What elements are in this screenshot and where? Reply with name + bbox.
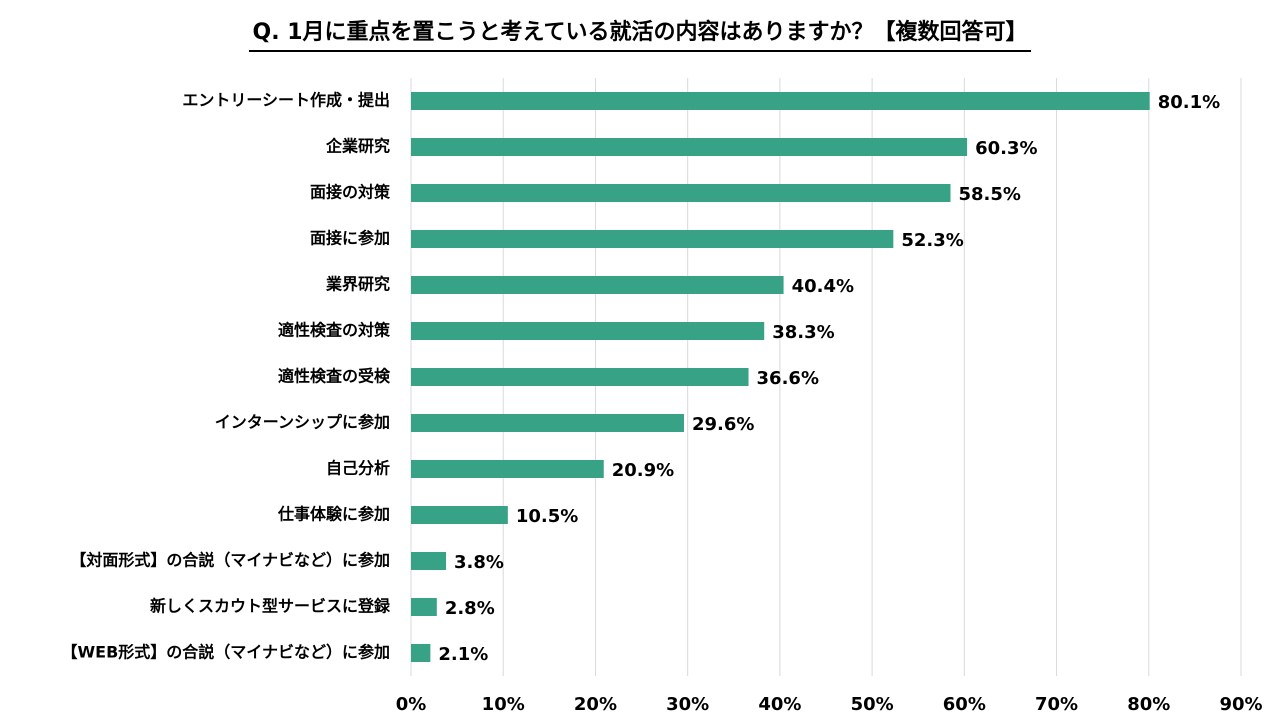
value-label-9: 10.5% xyxy=(516,506,578,527)
category-label-9: 仕事体験に参加 xyxy=(277,505,390,524)
category-label-5: 適性検査の対策 xyxy=(278,321,391,340)
value-label-5: 38.3% xyxy=(772,322,834,343)
x-tick-label-30: 30% xyxy=(666,694,709,715)
category-label-12: 【WEB形式】の合説（マイナビなど）に参加 xyxy=(62,643,390,662)
category-label-7: インターンシップに参加 xyxy=(215,413,390,432)
bar-0 xyxy=(411,92,1150,110)
bar-10 xyxy=(411,552,447,570)
x-tick-label-70: 70% xyxy=(1035,694,1078,715)
value-label-3: 52.3% xyxy=(901,230,963,251)
bar-2 xyxy=(411,184,951,202)
x-tick-label-90: 90% xyxy=(1219,694,1262,715)
category-label-0: エントリーシート作成・提出 xyxy=(182,91,390,110)
x-tick-label-20: 20% xyxy=(574,694,617,715)
x-tick-label-40: 40% xyxy=(758,694,801,715)
category-label-6: 適性検査の受検 xyxy=(278,367,391,386)
chart-title: Q. 1月に重点を置こうと考えている就活の内容はありますか？【複数回答可】 xyxy=(0,18,1280,52)
bar-4 xyxy=(411,276,784,294)
category-label-8: 自己分析 xyxy=(326,459,390,478)
value-label-7: 29.6% xyxy=(692,414,754,435)
value-label-1: 60.3% xyxy=(975,138,1037,159)
category-label-10: 【対面形式】の合説（マイナビなど）に参加 xyxy=(70,551,390,570)
grid-layer xyxy=(410,78,1242,676)
value-label-12: 2.1% xyxy=(438,644,488,665)
x-tick-label-0: 0% xyxy=(396,694,427,715)
bar-8 xyxy=(411,460,604,478)
value-label-4: 40.4% xyxy=(792,276,854,297)
bar-1 xyxy=(411,138,968,156)
bar-layer xyxy=(411,92,1150,662)
category-label-2: 面接の対策 xyxy=(310,183,391,202)
value-label-6: 36.6% xyxy=(757,368,819,389)
bar-12 xyxy=(411,644,431,662)
x-tick-label-80: 80% xyxy=(1127,694,1170,715)
bar-3 xyxy=(411,230,894,248)
x-tick-label-10: 10% xyxy=(482,694,525,715)
label-layer: エントリーシート作成・提出 80.1% 企業研究 60.3% 面接の対策 58.5% 面接に… xyxy=(62,91,1221,666)
category-label-4: 業界研究 xyxy=(325,275,390,294)
bar-9 xyxy=(411,506,508,524)
chart-title-text: Q. 1月に重点を置こうと考えている就活の内容はありますか？【複数回答可】 xyxy=(248,18,1032,52)
bar-11 xyxy=(411,598,437,616)
value-label-2: 58.5% xyxy=(959,184,1021,205)
bar-5 xyxy=(411,322,765,340)
value-label-10: 3.8% xyxy=(454,552,504,573)
category-label-11: 新しくスカウト型サービスに登録 xyxy=(150,597,391,616)
category-label-3: 面接に参加 xyxy=(310,229,390,248)
category-label-1: 企業研究 xyxy=(325,137,390,156)
value-label-8: 20.9% xyxy=(612,460,674,481)
bar-7 xyxy=(411,414,684,432)
bar-6 xyxy=(411,368,749,386)
value-label-11: 2.8% xyxy=(445,598,495,619)
value-label-0: 80.1% xyxy=(1158,92,1220,113)
x-tick-label-60: 60% xyxy=(943,694,986,715)
x-axis-ticks: 0% 10% 20% 30% 40% 50% 60% 70% 80% 90% xyxy=(396,694,1263,715)
x-tick-label-50: 50% xyxy=(851,694,894,715)
